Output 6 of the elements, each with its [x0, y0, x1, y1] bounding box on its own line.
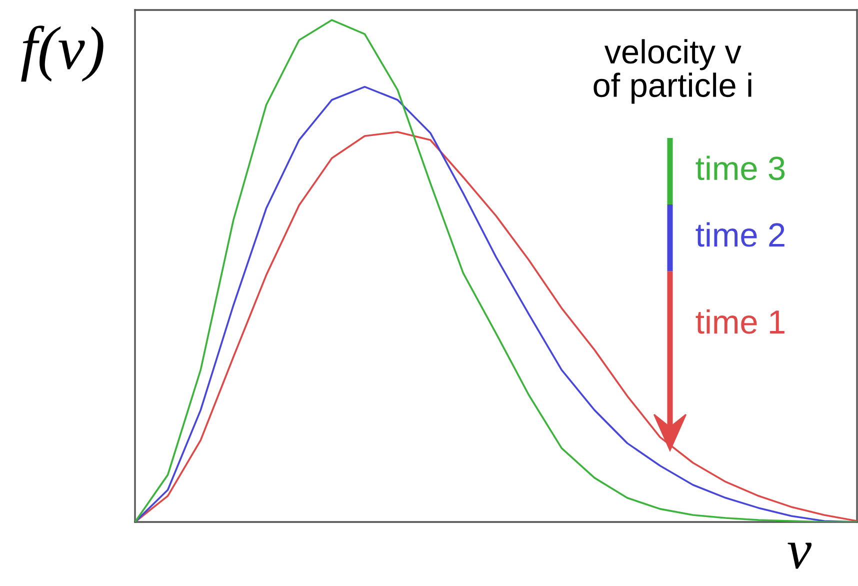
- x-axis-title: v: [788, 542, 812, 569]
- legend-label: time 2: [696, 222, 784, 247]
- legend-label: time 3: [696, 156, 785, 180]
- text: time 1: [696, 309, 784, 334]
- annotation: velocity v of particle i: [594, 39, 752, 104]
- y-axis-title: f(v): [21, 26, 104, 82]
